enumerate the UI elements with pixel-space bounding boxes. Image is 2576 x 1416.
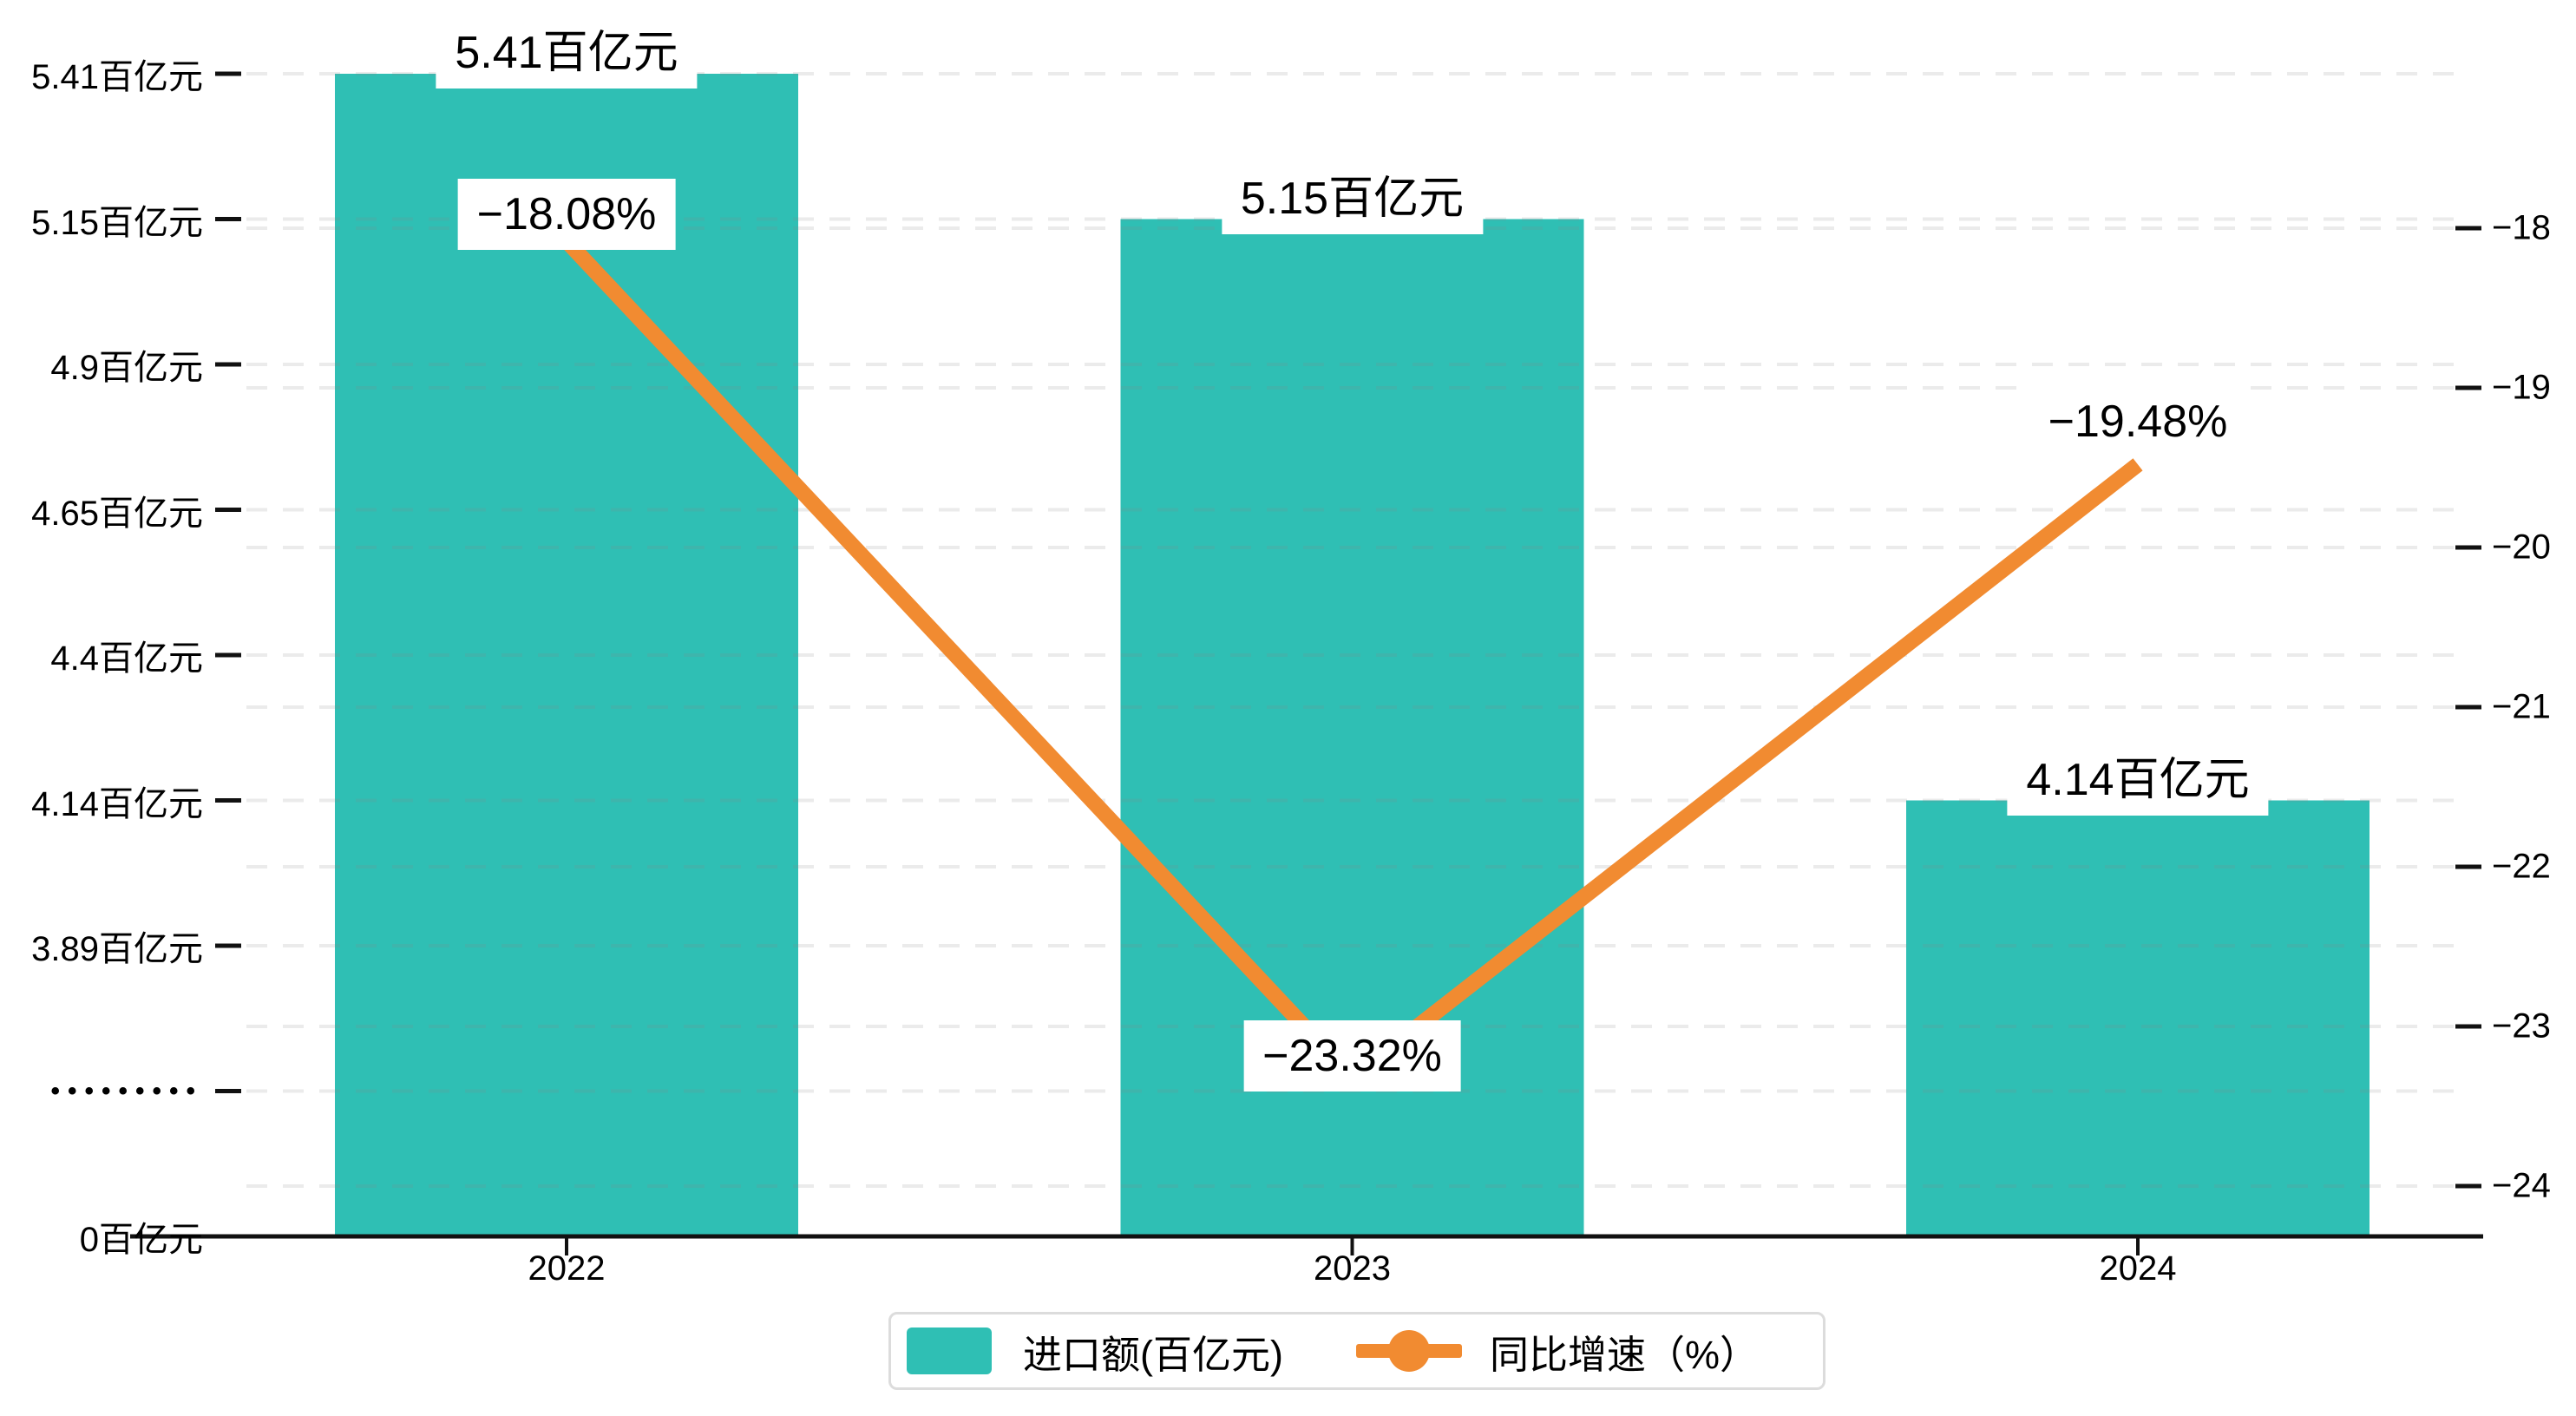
left-axis-label-1: 5.15百亿元	[31, 203, 203, 242]
x-axis-label-2024: 2024	[2099, 1249, 2177, 1288]
left-axis-label-5: 4.14百亿元	[31, 784, 203, 823]
right-axis-label-3: −21	[2492, 687, 2551, 726]
right-axis-label-0: −18	[2492, 208, 2551, 247]
right-axis-label-4: −22	[2492, 847, 2551, 886]
growth-value-label-2022: −18.08%	[457, 178, 676, 250]
right-axis-label-2: −20	[2492, 528, 2551, 567]
legend: 进口额(百亿元) 同比增速（%）	[888, 1312, 1825, 1390]
left-axis-label-7: •••••••••	[50, 1076, 203, 1105]
legend-item-growth[interactable]: 同比增速（%）	[1355, 1323, 1759, 1380]
growth-value-label-2023: −23.32%	[1243, 1019, 1461, 1092]
left-axis-label-3: 4.65百亿元	[31, 494, 203, 533]
x-axis-label-2023: 2023	[1314, 1249, 1391, 1288]
line-series-icon	[1355, 1329, 1462, 1373]
bar-value-label-2022: 5.41百亿元	[436, 17, 698, 88]
left-axis-label-6: 3.89百亿元	[31, 930, 203, 968]
bar-2022[interactable]	[335, 74, 798, 1236]
growth-value-label-2024: −19.48%	[2029, 386, 2247, 458]
left-axis-label-0: 5.41百亿元	[31, 58, 203, 96]
right-axis-label-6: −24	[2492, 1166, 2551, 1205]
left-axis-label-2: 4.9百亿元	[50, 349, 203, 387]
bar-value-label-2024: 4.14百亿元	[2007, 744, 2269, 816]
legend-label-growth: 同比增速（%）	[1489, 1332, 1759, 1377]
left-axis-label-4: 4.4百亿元	[50, 639, 203, 678]
legend-item-imports[interactable]: 进口额(百亿元)	[907, 1323, 1283, 1380]
bar-value-label-2023: 5.15百亿元	[1221, 162, 1484, 234]
x-axis-label-2022: 2022	[528, 1249, 606, 1288]
right-axis-label-1: −19	[2492, 368, 2551, 407]
legend-label-imports: 进口额(百亿元)	[1023, 1332, 1283, 1377]
bar-series-swatch-icon	[907, 1328, 992, 1374]
left-axis-label-8: 0百亿元	[79, 1221, 203, 1259]
bar-2024[interactable]	[1906, 800, 2370, 1237]
right-axis-label-5: −23	[2492, 1006, 2551, 1046]
